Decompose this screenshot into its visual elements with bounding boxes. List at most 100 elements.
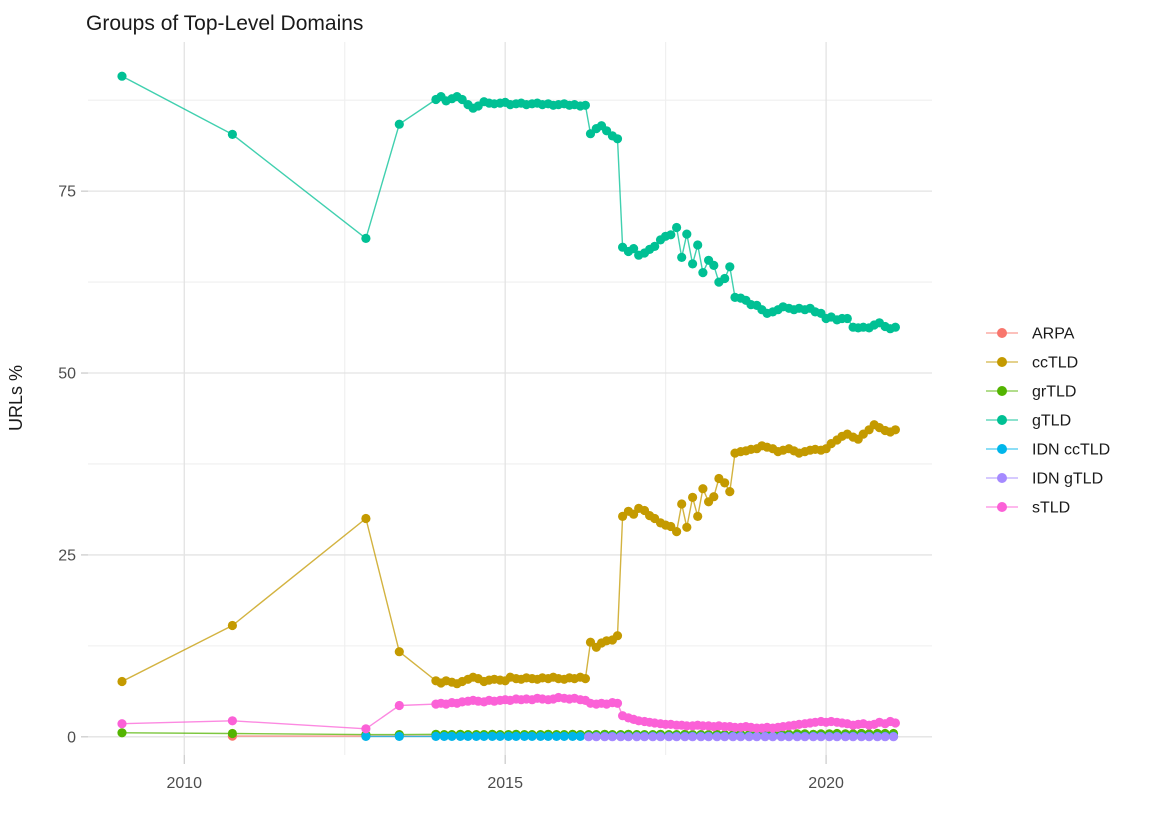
series-lines [121,75,896,738]
data-point [752,732,762,742]
data-point [439,731,449,742]
data-point [612,631,623,641]
data-point [725,262,735,272]
data-point [648,732,658,742]
data-point [664,732,674,742]
data-point [725,487,735,497]
data-point [447,731,457,742]
data-point [709,260,719,270]
data-point [800,732,810,742]
legend-label: ARPA [1032,326,1075,343]
data-point [471,731,481,742]
data-point [591,732,601,742]
legend-item-gtld: gTLD [986,413,1071,430]
data-point [728,732,738,742]
data-point [677,252,687,262]
data-point [629,244,639,254]
data-point [720,478,730,488]
x-tick-label: 2015 [487,775,523,792]
data-point [455,731,465,742]
data-point [688,732,698,742]
data-point [623,732,634,742]
data-point [616,732,626,742]
data-point [672,732,682,742]
data-point [650,241,660,251]
data-point [503,731,513,742]
data-point [394,647,404,657]
data-point [535,731,546,742]
data-point [682,522,692,532]
series-points [117,71,901,742]
legend-item-cctld: ccTLD [986,355,1078,372]
data-point [832,732,842,742]
data-point [568,731,578,742]
legend-key-dot [997,502,1007,512]
axis-tick-labels: 2010 2015 2020 0 25 50 75 [58,184,844,792]
data-point [227,728,237,739]
data-point [394,731,404,742]
data-point [760,732,770,742]
data-point [890,718,901,728]
series-line-gtld [121,75,896,330]
legend-item-grtld: grTLD [986,384,1076,401]
minor-gridlines [88,42,932,755]
legend-key-dot [997,328,1007,338]
plot-title: Groups of Top-Level Domains [86,12,363,35]
data-point [639,732,650,742]
legend-key-dot [997,444,1007,454]
data-point [431,731,441,742]
series-points-idn-gtld [584,732,899,742]
data-point [840,732,851,742]
legend-label: sTLD [1032,500,1070,517]
legend-label: ccTLD [1032,355,1078,372]
data-point [580,100,591,110]
legend-label: gTLD [1032,413,1071,430]
data-point [693,240,703,250]
data-point [709,492,719,502]
data-point [688,259,698,269]
data-point [394,700,404,711]
data-point [816,732,826,742]
legend-key-dot [997,357,1007,367]
data-point [361,731,371,742]
data-point [551,731,562,742]
data-point [612,698,623,708]
data-point [632,732,642,742]
legend: ARPA ccTLD grTLD gTLD IDN ccTLD IDN gTLD sTLD [986,326,1110,517]
data-point [117,728,127,738]
data-point [792,732,802,742]
major-gridlines [88,42,932,755]
data-point [890,425,901,435]
data-point [720,732,730,742]
data-point [856,732,867,742]
data-point [698,268,708,278]
data-point [575,731,585,742]
data-point [680,732,690,742]
data-point [842,313,852,324]
data-point [361,724,371,734]
y-axis-title: URLs % [6,365,26,431]
data-point [776,732,786,742]
data-point [117,676,127,687]
data-point [696,732,706,742]
axis-ticks [81,190,827,764]
series-points-gtld [117,71,901,334]
series-points-cctld [117,420,901,689]
data-point [712,732,722,742]
data-point [672,222,682,233]
data-point [479,731,489,742]
data-point [543,731,553,742]
data-point [463,731,473,742]
y-tick-label: 25 [58,547,76,564]
data-point [580,674,591,684]
x-tick-label: 2010 [166,775,202,792]
data-point [361,233,371,243]
series-points-stld [117,692,901,734]
data-point [655,732,666,742]
data-point [848,732,858,742]
data-point [808,732,818,742]
data-point [227,620,237,631]
data-point [744,732,754,742]
